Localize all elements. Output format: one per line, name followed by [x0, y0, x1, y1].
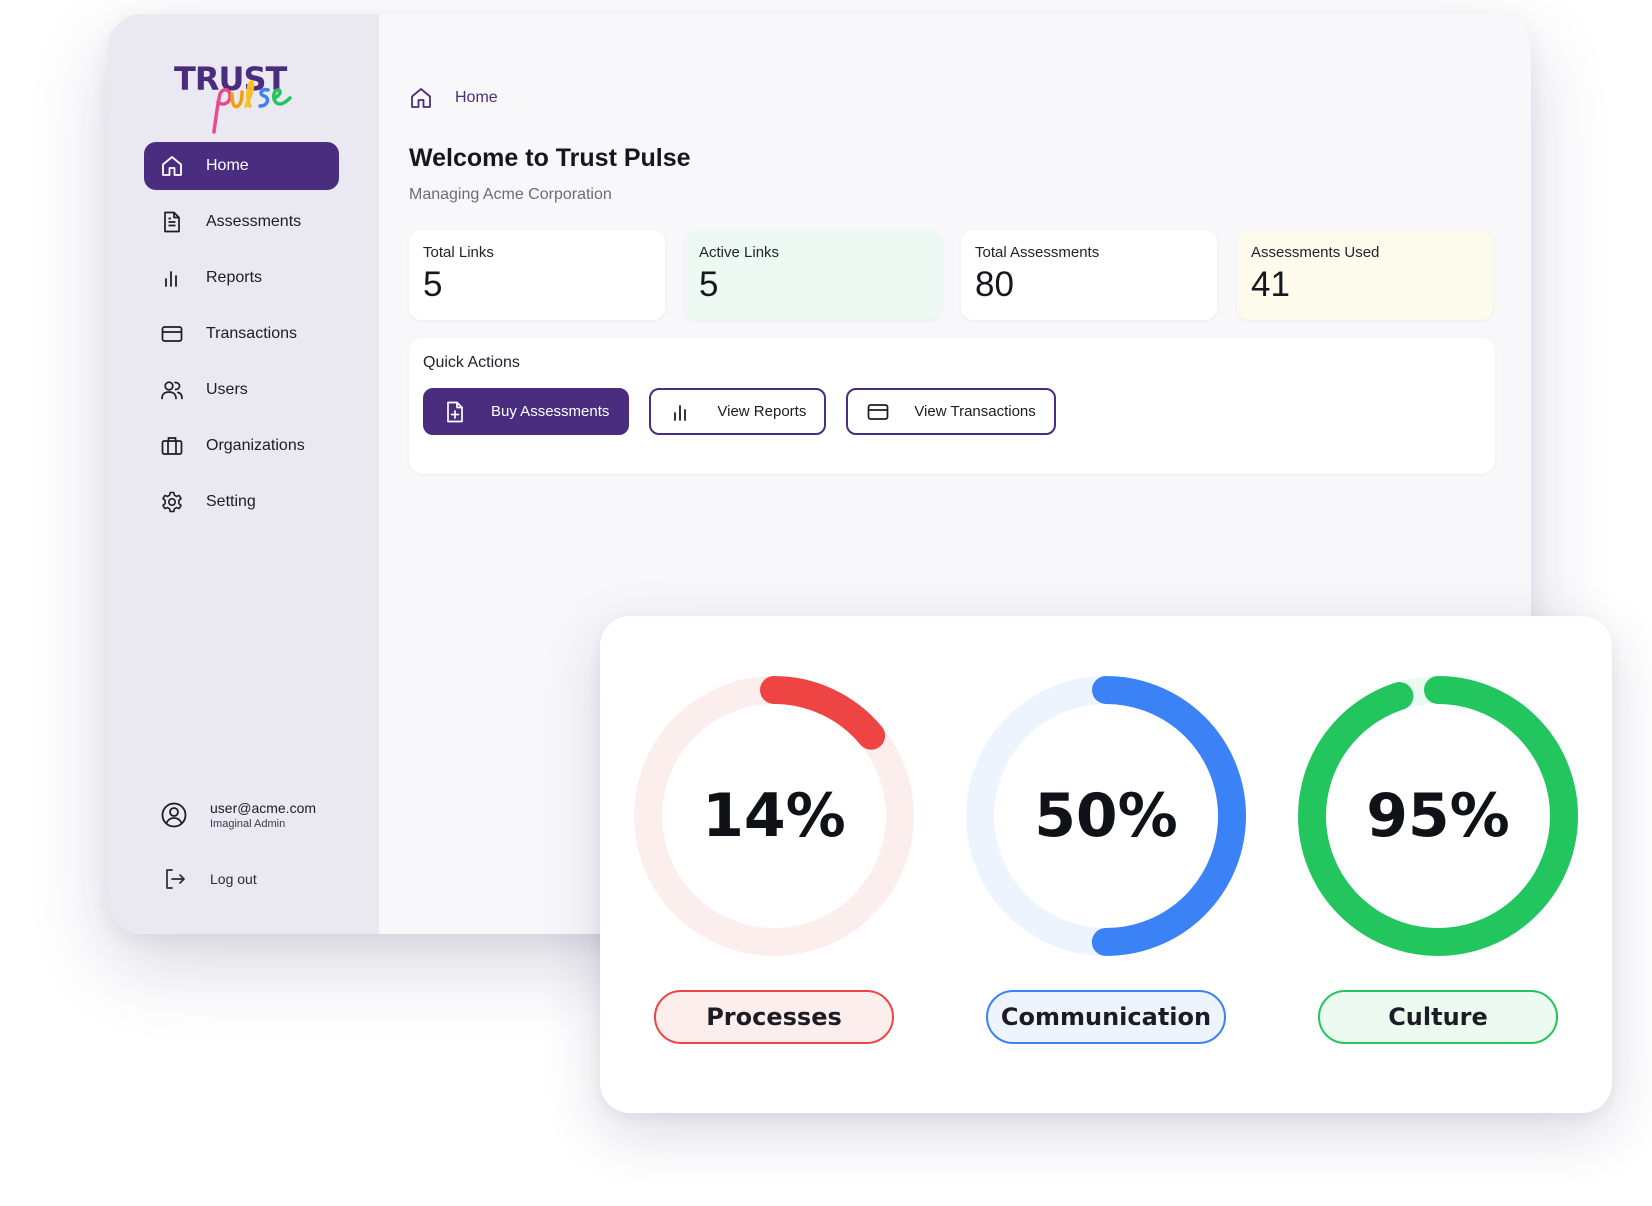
stat-label: Active Links [699, 244, 780, 261]
sidebar: TRUST Home Assessments [108, 14, 379, 934]
stat-label: Total Links [423, 244, 494, 261]
gauge-communication: 50% [966, 676, 1246, 956]
gauge-ring-communication [966, 676, 1246, 956]
stat-value: 41 [1251, 265, 1290, 304]
credit-card-icon [160, 322, 184, 346]
trust-pulse-logo: TRUST [174, 48, 314, 138]
sidebar-nav: Home Assessments Reports Transactions [144, 142, 339, 534]
quick-actions-title: Quick Actions [423, 354, 520, 371]
file-plus-icon [443, 400, 467, 424]
gauge-value: 50% [1034, 781, 1178, 851]
document-icon [160, 210, 184, 234]
quick-actions-panel: Quick Actions Buy Assessments View Repor… [409, 338, 1495, 474]
home-icon[interactable] [409, 86, 433, 110]
gauge-value: 14% [702, 781, 846, 851]
sidebar-item-organizations[interactable]: Organizations [144, 422, 339, 470]
quick-actions-buttons: Buy Assessments View Reports View Transa… [423, 388, 1056, 435]
pill-processes: Processes [654, 990, 894, 1044]
buy-assessments-button[interactable]: Buy Assessments [423, 388, 630, 435]
view-reports-button[interactable]: View Reports [649, 388, 827, 435]
sidebar-item-label: Transactions [206, 325, 297, 342]
app-window: TRUST Home Assessments [108, 14, 1531, 934]
button-label: View Transactions [914, 403, 1036, 420]
bar-chart-icon [160, 266, 184, 290]
sidebar-item-transactions[interactable]: Transactions [144, 310, 339, 358]
stat-card-total-assessments: Total Assessments 80 [961, 230, 1217, 320]
pill-communication: Communication [986, 990, 1226, 1044]
gauge-culture: 95% [1298, 676, 1578, 956]
main-content: Home Welcome to Trust Pulse Managing Acm… [379, 14, 1531, 934]
view-transactions-button[interactable]: View Transactions [846, 388, 1056, 435]
user-email: user@acme.com [210, 800, 317, 816]
user-info: user@acme.com Imaginal Admin [210, 800, 316, 830]
stat-value: 5 [423, 265, 443, 304]
credit-card-icon [866, 400, 890, 424]
sidebar-item-users[interactable]: Users [144, 366, 339, 414]
users-icon [160, 378, 184, 402]
pill-culture: Culture [1318, 990, 1558, 1044]
stat-label: Total Assessments [975, 244, 1100, 261]
button-label: View Reports [717, 403, 807, 420]
stat-label: Assessments Used [1251, 244, 1380, 261]
gauge-arc [634, 676, 914, 956]
gauge-arc [966, 676, 1246, 956]
sidebar-item-label: Reports [206, 269, 263, 286]
logo-pulse-script [212, 80, 292, 134]
sidebar-item-home[interactable]: Home [144, 142, 339, 190]
gauge-ring-processes [634, 676, 914, 956]
bar-chart-icon [669, 400, 693, 424]
button-label: Buy Assessments [491, 403, 610, 420]
page-subtitle: Managing Acme Corporation [409, 186, 612, 203]
breadcrumb: Home [409, 86, 498, 110]
gauge-ring-culture [1298, 676, 1578, 956]
gauge-arc [1298, 676, 1578, 956]
briefcase-icon [160, 434, 184, 458]
user-circle-icon [160, 801, 188, 829]
home-icon [160, 154, 184, 178]
stat-value: 5 [699, 265, 719, 304]
stat-card-active-links: Active Links 5 [685, 230, 941, 320]
user-role: Imaginal Admin [210, 818, 286, 830]
sidebar-item-label: Home [206, 157, 249, 174]
sidebar-item-label: Setting [206, 493, 256, 510]
gauge-value: 95% [1366, 781, 1510, 851]
logout-icon [162, 866, 188, 892]
logout-button[interactable]: Log out [162, 866, 257, 892]
sidebar-item-label: Organizations [206, 437, 305, 454]
sidebar-item-assessments[interactable]: Assessments [144, 198, 339, 246]
sidebar-item-reports[interactable]: Reports [144, 254, 339, 302]
breadcrumb-home[interactable]: Home [455, 89, 498, 106]
logout-label: Log out [210, 871, 257, 887]
sidebar-item-label: Users [206, 381, 248, 398]
user-profile[interactable]: user@acme.com Imaginal Admin [160, 800, 316, 830]
sidebar-item-label: Assessments [206, 213, 302, 230]
gear-icon [160, 490, 184, 514]
trust-scores-card: 14% 50% 95% Processes Communication Cult… [600, 616, 1612, 1113]
stat-card-assessments-used: Assessments Used 41 [1237, 230, 1493, 320]
stats-row: Total Links 5 Active Links 5 Total Asses… [409, 230, 1493, 320]
sidebar-item-setting[interactable]: Setting [144, 478, 339, 526]
stat-card-total-links: Total Links 5 [409, 230, 665, 320]
stat-value: 80 [975, 265, 1014, 304]
page-title: Welcome to Trust Pulse [409, 144, 691, 172]
gauge-processes: 14% [634, 676, 914, 956]
